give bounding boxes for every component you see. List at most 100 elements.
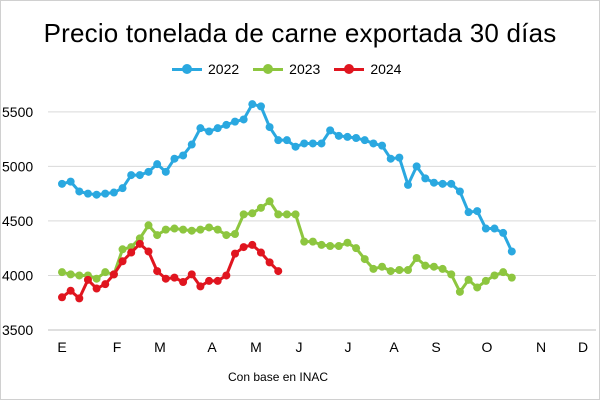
data-point-2023: [308, 237, 317, 246]
data-point-2023: [300, 237, 309, 246]
data-point-2022: [205, 127, 214, 136]
data-point-2023: [75, 271, 84, 280]
legend-label-2022: 2022: [208, 61, 240, 77]
data-point-2022: [265, 123, 274, 132]
data-point-2023: [369, 264, 378, 273]
data-point-2024: [144, 247, 153, 256]
data-point-2024: [83, 275, 92, 284]
data-point-2024: [196, 282, 205, 291]
x-tick-label: J: [345, 339, 352, 355]
data-point-2024: [213, 276, 222, 285]
y-tick-label: 5000: [2, 158, 33, 174]
legend: 2022 2023 2024: [172, 60, 401, 78]
y-tick-label: 5500: [2, 104, 33, 120]
data-point-2022: [499, 228, 508, 237]
data-point-2022: [231, 117, 239, 126]
data-point-2024: [109, 270, 118, 279]
legend-item-2024: 2024: [334, 61, 401, 77]
x-tick-label: F: [113, 339, 122, 355]
x-tick-label: A: [389, 339, 399, 355]
data-point-2023: [455, 287, 464, 296]
data-point-2023: [386, 267, 395, 276]
data-point-2022: [118, 184, 127, 193]
x-tick-label: A: [207, 339, 217, 355]
data-point-2023: [360, 255, 369, 264]
data-point-2022: [352, 134, 361, 142]
data-point-2023: [66, 270, 75, 279]
data-point-2022: [438, 179, 447, 188]
data-point-2023: [256, 203, 265, 212]
data-point-2022: [473, 207, 482, 216]
data-point-2023: [231, 230, 239, 238]
data-point-2022: [412, 162, 421, 171]
data-point-2022: [161, 167, 170, 176]
data-point-2023: [352, 244, 361, 253]
data-point-2024: [265, 258, 274, 267]
data-point-2023: [334, 242, 343, 250]
chart-title: Precio tonelada de carne exportada 30 dí…: [43, 18, 557, 48]
data-point-2023: [291, 210, 300, 219]
data-point-2023: [179, 225, 188, 234]
data-point-2022: [92, 190, 101, 199]
data-point-2024: [101, 280, 110, 289]
data-point-2023: [473, 283, 482, 292]
legend-label-2023: 2023: [289, 61, 321, 77]
data-point-2023: [92, 274, 101, 283]
data-point-2022: [58, 179, 66, 188]
data-point-2023: [395, 266, 404, 274]
data-point-2024: [58, 293, 66, 302]
data-point-2022: [291, 142, 300, 151]
data-point-2023: [421, 261, 430, 270]
data-point-2023: [101, 268, 110, 277]
data-point-2024: [66, 286, 75, 295]
data-point-2022: [421, 174, 430, 183]
data-point-2024: [161, 274, 170, 283]
data-point-2022: [464, 208, 473, 217]
x-tick-label: S: [431, 339, 440, 355]
data-point-2022: [256, 102, 265, 111]
x-tick-label: O: [482, 339, 493, 355]
data-point-2023: [170, 224, 179, 233]
y-tick-label: 4000: [2, 267, 33, 283]
data-point-2022: [187, 140, 196, 149]
data-point-2022: [429, 178, 438, 187]
data-point-2022: [334, 131, 343, 140]
legend-item-2023: 2023: [253, 61, 320, 77]
legend-swatch-2024: [334, 64, 365, 74]
data-point-2023: [499, 268, 508, 277]
data-point-2024: [179, 278, 188, 286]
y-tick-label: 4500: [2, 213, 33, 229]
data-point-2022: [75, 187, 84, 196]
data-point-2022: [404, 180, 412, 189]
x-tick-label: J: [296, 339, 303, 355]
data-point-2022: [369, 139, 378, 148]
data-point-2023: [490, 271, 499, 280]
data-point-2024: [187, 270, 196, 279]
data-point-2023: [161, 225, 170, 234]
data-point-2024: [248, 240, 257, 249]
data-point-2023: [205, 223, 214, 232]
data-point-2023: [265, 197, 274, 206]
data-point-2023: [196, 225, 205, 234]
data-point-2022: [282, 136, 291, 145]
data-point-2023: [118, 245, 127, 254]
data-point-2023: [317, 240, 326, 249]
data-point-2024: [256, 248, 265, 257]
data-point-2023: [343, 238, 352, 247]
data-point-2024: [222, 271, 231, 280]
data-point-2022: [490, 224, 499, 233]
data-point-2022: [196, 124, 205, 133]
data-point-2022: [222, 120, 231, 129]
data-point-2022: [378, 141, 387, 150]
data-point-2024: [205, 276, 214, 285]
data-point-2022: [213, 124, 222, 133]
data-point-2023: [481, 276, 490, 285]
data-point-2023: [239, 210, 248, 219]
data-point-2022: [308, 139, 317, 148]
x-tick-label: N: [536, 339, 546, 355]
legend-swatch-2022: [172, 64, 202, 74]
data-point-2023: [248, 209, 257, 218]
data-point-2023: [464, 275, 473, 284]
x-tick-label: M: [250, 339, 262, 355]
data-point-2022: [300, 139, 309, 148]
